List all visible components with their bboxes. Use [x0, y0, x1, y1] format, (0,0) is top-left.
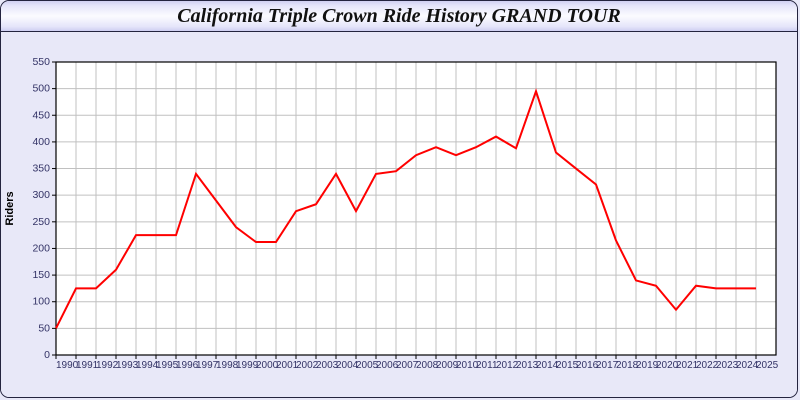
svg-text:350: 350 [32, 163, 50, 175]
svg-text:250: 250 [32, 216, 50, 228]
svg-text:300: 300 [32, 189, 50, 201]
svg-text:50: 50 [38, 322, 50, 334]
svg-text:400: 400 [32, 136, 50, 148]
svg-text:200: 200 [32, 242, 50, 254]
svg-text:450: 450 [32, 109, 50, 121]
svg-text:550: 550 [32, 56, 50, 68]
svg-text:2011: 2011 [476, 360, 498, 371]
svg-text:100: 100 [32, 296, 50, 308]
svg-text:150: 150 [32, 269, 50, 281]
svg-text:500: 500 [32, 83, 50, 95]
svg-text:0: 0 [44, 349, 50, 361]
svg-text:2025: 2025 [756, 360, 779, 371]
svg-text:Riders: Riders [4, 191, 16, 225]
